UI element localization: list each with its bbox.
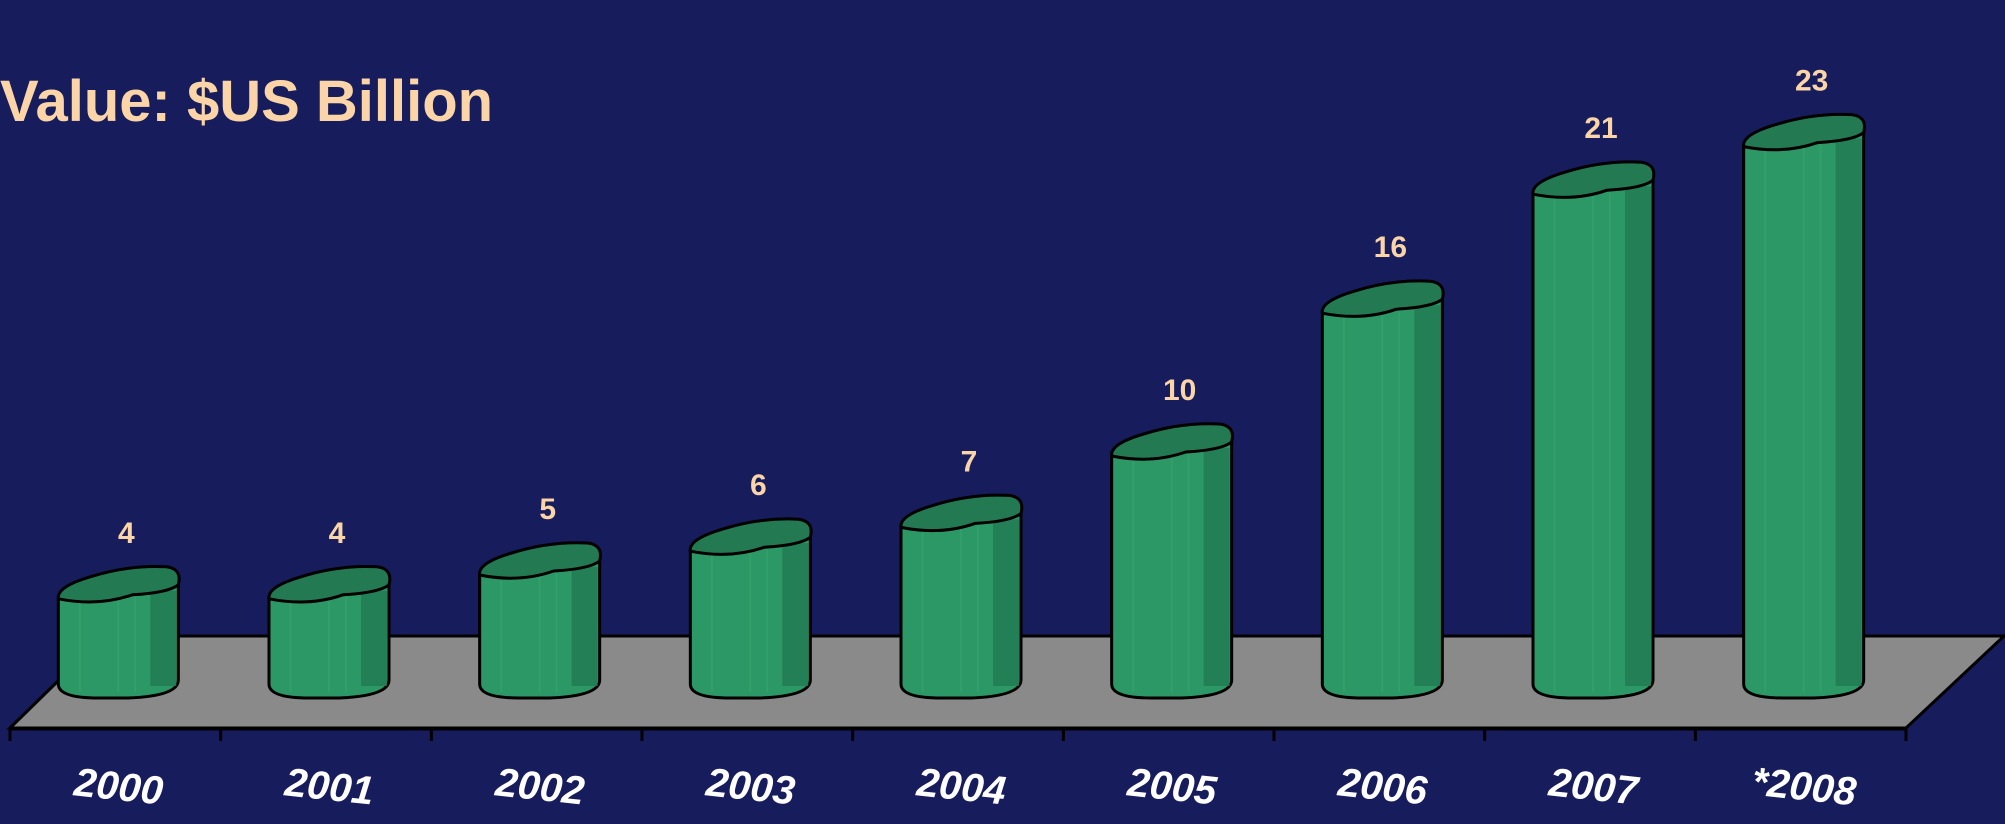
bar-top <box>1320 279 1445 318</box>
x-tick-label: 2002 <box>492 760 586 813</box>
bar-shading <box>571 567 598 686</box>
data-label: 21 <box>1584 112 1617 145</box>
data-label: 4 <box>118 517 135 550</box>
bar-top <box>56 565 181 604</box>
bar-*2008 <box>1742 112 1866 700</box>
bar-2004 <box>899 493 1024 700</box>
bar-shading <box>1625 186 1651 686</box>
bar-top <box>899 493 1024 533</box>
x-tick-label: 2001 <box>282 760 376 813</box>
bar-top <box>1742 112 1866 152</box>
data-label: 4 <box>329 517 346 550</box>
bar-shading <box>782 543 809 686</box>
bar-2002 <box>478 541 602 700</box>
bar-shading <box>361 590 387 686</box>
data-label: 6 <box>750 469 767 502</box>
x-tick-label: 2007 <box>1546 760 1642 813</box>
data-label: 10 <box>1163 374 1196 407</box>
x-tick-label: 2000 <box>71 760 165 813</box>
bar-shading <box>150 590 177 686</box>
bar-2006 <box>1320 279 1445 700</box>
bar-2000 <box>56 565 181 700</box>
bar-shading <box>1835 138 1862 687</box>
bar-shading <box>1203 448 1230 686</box>
data-label: 7 <box>961 445 978 478</box>
x-tick-label: 2004 <box>914 760 1008 813</box>
bar-top <box>478 541 602 580</box>
bar-2005 <box>1110 422 1234 700</box>
data-label: 16 <box>1374 231 1407 264</box>
bar-top <box>1531 160 1656 199</box>
data-label: 5 <box>539 493 556 526</box>
bar-2001 <box>267 565 392 700</box>
x-tick-label: *2008 <box>1750 760 1859 815</box>
data-label: 23 <box>1795 65 1828 98</box>
bar-shading <box>1414 305 1441 686</box>
x-tick-label: 2005 <box>1124 760 1219 813</box>
bar-2007 <box>1531 160 1656 700</box>
bar-top <box>1110 422 1234 461</box>
x-tick-label: 2006 <box>1335 760 1430 813</box>
bar-top <box>688 517 813 556</box>
chart-title: Value: $US Billion <box>0 69 494 134</box>
x-tick-label: 2003 <box>703 760 797 813</box>
bar-2003 <box>688 517 813 700</box>
bar-shading <box>993 519 1019 686</box>
bar-top <box>267 565 392 604</box>
